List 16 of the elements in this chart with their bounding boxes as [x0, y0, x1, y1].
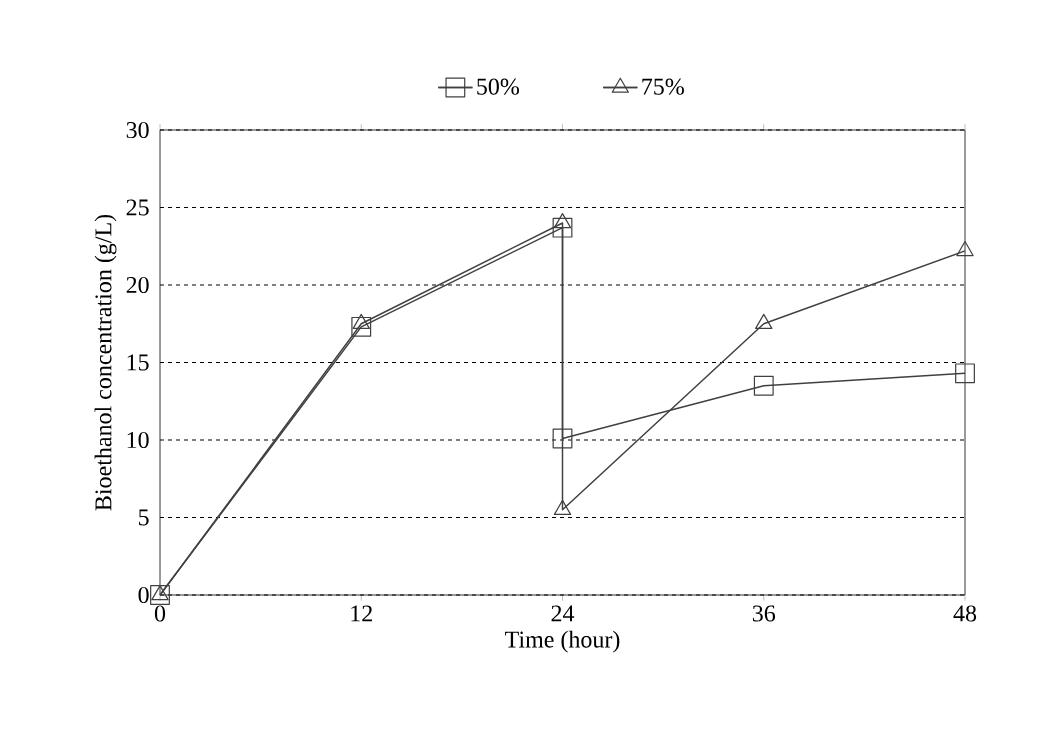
x-tick-label: 48 — [953, 605, 977, 622]
y-tick-label: 20 — [126, 276, 149, 294]
legend-label: 75% — [642, 78, 684, 95]
x-tick-label: 12 — [351, 605, 372, 622]
x-tick-label: 36 — [752, 605, 776, 622]
y-tick-label: 25 — [126, 199, 149, 216]
legend-label: 50% — [477, 78, 520, 95]
y-tick-label: 5 — [139, 509, 149, 526]
y-tick-label: 30 — [126, 121, 149, 139]
x-tick-label: 0 — [154, 605, 166, 622]
y-axis-title: Bioethanol concentration (g/L) — [94, 214, 117, 511]
x-axis-title: Time (hour) — [505, 630, 620, 653]
y-tick-label: 0 — [138, 586, 149, 604]
y-tick-label: 10 — [127, 431, 149, 449]
x-tick-label: 24 — [551, 605, 575, 622]
y-tick-label: 15 — [127, 354, 149, 371]
